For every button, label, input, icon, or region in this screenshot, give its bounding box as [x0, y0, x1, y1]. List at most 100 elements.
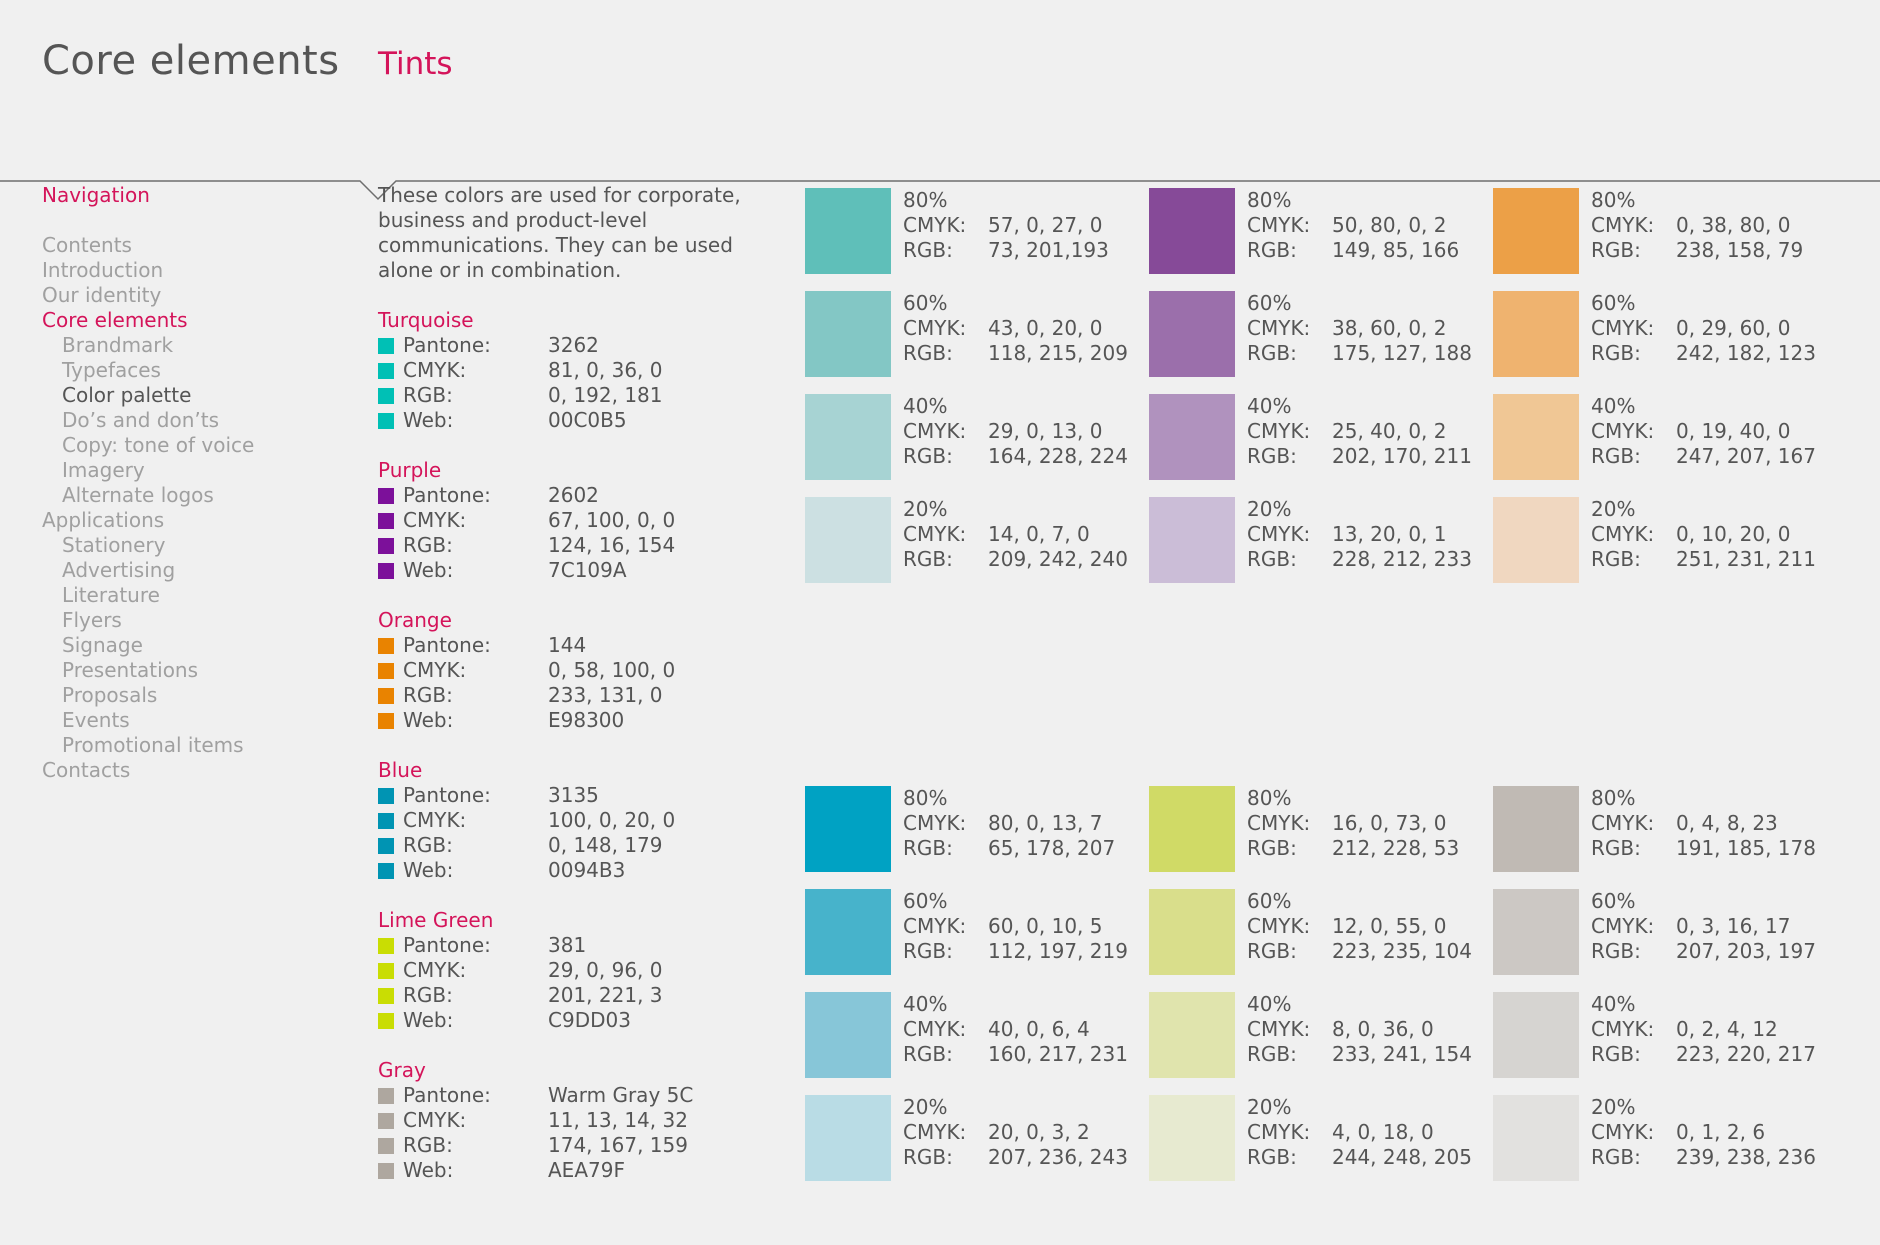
tint-details: 60% CMYK: 38, 60, 0, 2 RGB: 175, 127, 188 [1247, 291, 1472, 366]
nav-item-imagery[interactable]: Imagery [62, 458, 145, 482]
color-spec-purple: Purple Pantone: 2602 CMYK: 67, 100, 0, 0 RGB:… [378, 458, 758, 583]
tint-swatch [1149, 889, 1235, 975]
tint-swatch [805, 889, 891, 975]
tint-label: RGB: [1591, 444, 1641, 468]
tint-label: CMYK: [1591, 213, 1655, 237]
nav-item-promotional-items[interactable]: Promotional items [62, 733, 244, 757]
nav-item-copy-tone-of-voice[interactable]: Copy: tone of voice [62, 433, 255, 457]
tint-swatch [805, 188, 891, 274]
tint-swatch [1149, 497, 1235, 583]
tint-cmyk-line: CMYK: 0, 29, 60, 0 [1591, 316, 1816, 341]
tint-label: RGB: [1247, 836, 1297, 860]
spec-label: Pantone: [403, 483, 491, 507]
tint-percent: 40% [1247, 394, 1292, 418]
nav-item-typefaces[interactable]: Typefaces [62, 358, 161, 382]
spec-value: 81, 0, 36, 0 [548, 358, 663, 382]
tint-value: 239, 238, 236 [1676, 1145, 1816, 1169]
tint-percent: 80% [1591, 188, 1636, 212]
tint-cmyk-line: CMYK: 0, 3, 16, 17 [1591, 914, 1816, 939]
tint-label: RGB: [903, 341, 953, 365]
tint-rgb-line: RGB: 73, 201,193 [903, 238, 1109, 263]
tint-value: 0, 2, 4, 12 [1676, 1017, 1778, 1041]
tint-cmyk-line: CMYK: 14, 0, 7, 0 [903, 522, 1128, 547]
tint-rgb-line: RGB: 164, 228, 224 [903, 444, 1128, 469]
nav-item-core-elements[interactable]: Core elements [42, 308, 188, 332]
spec-value: 233, 131, 0 [548, 683, 663, 707]
nav-item-events[interactable]: Events [62, 708, 130, 732]
tint-row: 40% CMYK: 40, 0, 6, 4 RGB: 160, 217, 231 [805, 992, 1145, 1078]
tint-rgb-line: RGB: 207, 236, 243 [903, 1145, 1128, 1170]
tint-label: CMYK: [1591, 316, 1655, 340]
color-chip [378, 412, 394, 429]
spec-value: 67, 100, 0, 0 [548, 508, 676, 532]
tint-percent: 80% [1247, 188, 1292, 212]
color-name: Gray [378, 1058, 426, 1082]
nav-item-do-s-and-don-ts[interactable]: Do’s and don’ts [62, 408, 219, 432]
color-chip [378, 837, 394, 854]
nav-item-proposals[interactable]: Proposals [62, 683, 158, 707]
nav-item-our-identity[interactable]: Our identity [42, 283, 162, 307]
tint-percent: 40% [1591, 992, 1636, 1016]
spec-label: RGB: [403, 983, 453, 1007]
tint-details: 20% CMYK: 20, 0, 3, 2 RGB: 207, 236, 243 [903, 1095, 1128, 1170]
spec-value: Warm Gray 5C [548, 1083, 694, 1107]
tint-swatch [1149, 394, 1235, 480]
spec-label: Web: [403, 408, 454, 432]
tint-cmyk-line: CMYK: 12, 0, 55, 0 [1247, 914, 1472, 939]
color-name: Orange [378, 608, 452, 632]
color-chip [378, 1137, 394, 1154]
color-chip [378, 337, 394, 354]
spec-label: Pantone: [403, 1083, 491, 1107]
tint-value: 73, 201,193 [988, 238, 1109, 262]
spec-row-rgb: RGB: 233, 131, 0 [378, 683, 758, 708]
tint-label: CMYK: [1591, 811, 1655, 835]
nav-item-color-palette[interactable]: Color palette [62, 383, 192, 407]
tint-value: 209, 242, 240 [988, 547, 1128, 571]
tint-label: RGB: [903, 1145, 953, 1169]
nav-item-brandmark[interactable]: Brandmark [62, 333, 174, 357]
nav-item-flyers[interactable]: Flyers [62, 608, 122, 632]
section-title: Tints [378, 46, 453, 82]
nav-item-applications[interactable]: Applications [42, 508, 165, 532]
tint-percent: 20% [1247, 497, 1292, 521]
tint-cmyk-line: CMYK: 0, 2, 4, 12 [1591, 1017, 1816, 1042]
nav-item-stationery[interactable]: Stationery [62, 533, 166, 557]
tint-label: RGB: [903, 836, 953, 860]
tint-rgb-line: RGB: 247, 207, 167 [1591, 444, 1816, 469]
tint-percent: 80% [1247, 786, 1292, 810]
tint-value: 251, 231, 211 [1676, 547, 1816, 571]
spec-label: CMYK: [403, 358, 467, 382]
tint-label: RGB: [1591, 836, 1641, 860]
tint-cmyk-line: CMYK: 16, 0, 73, 0 [1247, 811, 1459, 836]
nav-item-contents[interactable]: Contents [42, 233, 132, 257]
nav-item-contacts[interactable]: Contacts [42, 758, 131, 782]
tint-label: CMYK: [903, 1120, 967, 1144]
tint-details: 40% CMYK: 40, 0, 6, 4 RGB: 160, 217, 231 [903, 992, 1128, 1067]
nav-item-literature[interactable]: Literature [62, 583, 160, 607]
spec-label: Web: [403, 858, 454, 882]
tint-details: 60% CMYK: 60, 0, 10, 5 RGB: 112, 197, 219 [903, 889, 1128, 964]
spec-row-cmyk: CMYK: 81, 0, 36, 0 [378, 358, 758, 383]
nav-item-presentations[interactable]: Presentations [62, 658, 199, 682]
spec-label: Pantone: [403, 633, 491, 657]
tint-value: 0, 4, 8, 23 [1676, 811, 1778, 835]
tint-rgb-line: RGB: 149, 85, 166 [1247, 238, 1459, 263]
tint-percent: 40% [903, 394, 948, 418]
tint-label: CMYK: [1247, 522, 1311, 546]
nav-item-alternate-logos[interactable]: Alternate logos [62, 483, 214, 507]
tint-swatch [1149, 188, 1235, 274]
spec-row-pantone: Pantone: 2602 [378, 483, 758, 508]
nav-item-signage[interactable]: Signage [62, 633, 143, 657]
color-spec-lime-green: Lime Green Pantone: 381 CMYK: 29, 0, 96, 0 RG… [378, 908, 758, 1033]
tint-value: 43, 0, 20, 0 [988, 316, 1103, 340]
tint-row: 20% CMYK: 0, 10, 20, 0 RGB: 251, 231, 211 [1493, 497, 1833, 583]
tint-rgb-line: RGB: 191, 185, 178 [1591, 836, 1816, 861]
tint-swatch [1493, 786, 1579, 872]
spec-row-web: Web: E98300 [378, 708, 758, 733]
nav-item-introduction[interactable]: Introduction [42, 258, 164, 282]
nav-item-advertising[interactable]: Advertising [62, 558, 176, 582]
tint-label: CMYK: [1591, 419, 1655, 443]
tint-details: 80% CMYK: 57, 0, 27, 0 RGB: 73, 201,193 [903, 188, 1109, 263]
tint-label: RGB: [903, 939, 953, 963]
tint-percent: 20% [1591, 1095, 1636, 1119]
